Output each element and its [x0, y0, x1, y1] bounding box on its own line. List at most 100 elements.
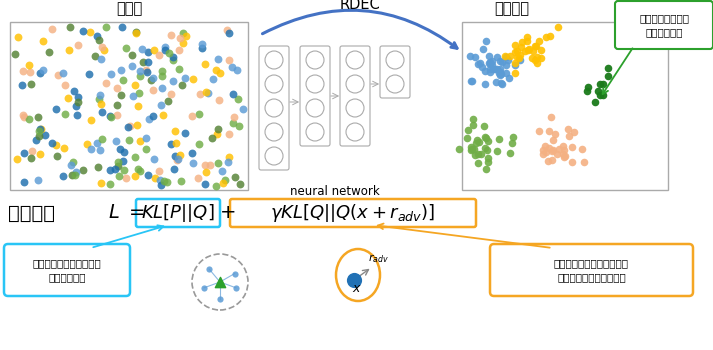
Point	[66, 163, 77, 168]
Point	[130, 30, 142, 36]
Point	[32, 177, 43, 182]
Point	[509, 70, 520, 76]
Point	[160, 44, 171, 50]
Point	[140, 135, 152, 141]
Point	[200, 89, 212, 95]
Point	[568, 129, 580, 135]
Point	[510, 60, 521, 65]
Point	[140, 146, 151, 152]
Point	[531, 60, 543, 65]
Circle shape	[265, 99, 283, 117]
Point	[148, 156, 159, 161]
Point	[60, 111, 71, 117]
Text: $+$: $+$	[219, 203, 235, 223]
Point	[132, 103, 143, 109]
Point	[132, 166, 143, 172]
Circle shape	[265, 75, 283, 93]
Circle shape	[386, 51, 404, 69]
Point	[112, 163, 123, 169]
Point	[222, 159, 234, 164]
Point	[111, 102, 123, 108]
Point	[494, 69, 506, 75]
Point	[576, 146, 588, 152]
Point	[496, 71, 507, 76]
Point	[168, 78, 179, 84]
Point	[159, 47, 170, 52]
Point	[501, 55, 512, 60]
Point	[223, 57, 235, 63]
Point	[217, 168, 228, 174]
Point	[535, 47, 547, 52]
Point	[550, 131, 561, 137]
Point	[491, 66, 503, 72]
Point	[155, 103, 167, 108]
Point	[540, 149, 551, 154]
Text: $\gamma KL[Q||Q(x + r_{adv})]$: $\gamma KL[Q||Q(x + r_{adv})]$	[270, 202, 436, 224]
Point	[558, 143, 569, 148]
Point	[89, 53, 101, 59]
Point	[83, 71, 95, 77]
Point	[558, 154, 569, 160]
Point	[39, 132, 51, 138]
Point	[38, 67, 49, 72]
Point	[130, 29, 142, 35]
Circle shape	[306, 123, 324, 141]
Point	[543, 128, 555, 133]
Point	[593, 89, 604, 94]
Point	[537, 151, 548, 157]
Point	[558, 147, 569, 153]
Point	[224, 154, 235, 160]
Point	[106, 114, 117, 120]
Point	[552, 151, 563, 156]
FancyBboxPatch shape	[230, 199, 476, 227]
Point	[112, 159, 123, 164]
Point	[234, 123, 245, 128]
Point	[105, 113, 116, 119]
Point	[66, 172, 78, 178]
Point	[143, 173, 154, 178]
Point	[468, 146, 480, 152]
Point	[217, 180, 229, 186]
Point	[508, 134, 519, 140]
Point	[123, 138, 135, 143]
Point	[134, 69, 145, 74]
Point	[105, 181, 116, 187]
Circle shape	[306, 99, 324, 117]
Point	[163, 50, 175, 55]
Circle shape	[265, 147, 283, 165]
Point	[481, 135, 492, 140]
Point	[482, 138, 493, 144]
Point	[235, 181, 246, 187]
Point	[64, 24, 76, 30]
Point	[168, 166, 180, 172]
Point	[203, 266, 215, 272]
Point	[120, 45, 131, 51]
Point	[501, 71, 512, 76]
Point	[471, 137, 483, 143]
Point	[58, 173, 69, 178]
Point	[26, 148, 38, 154]
Point	[223, 30, 235, 35]
Point	[553, 146, 564, 152]
Point	[68, 88, 80, 94]
Point	[472, 152, 483, 157]
Point	[199, 61, 210, 67]
Point	[19, 150, 30, 156]
Point	[511, 54, 523, 60]
Point	[96, 44, 107, 49]
Text: クラスタ中心にデータを
凝縮する効果: クラスタ中心にデータを 凝縮する効果	[33, 258, 101, 282]
Point	[514, 57, 525, 63]
Point	[165, 32, 176, 37]
Point	[11, 156, 23, 162]
Point	[530, 44, 541, 49]
FancyBboxPatch shape	[259, 46, 289, 170]
Point	[602, 65, 614, 71]
Point	[215, 70, 226, 76]
Point	[106, 71, 117, 77]
Point	[175, 35, 186, 41]
Point	[510, 42, 521, 48]
Point	[540, 144, 551, 149]
Point	[31, 137, 42, 142]
Point	[543, 158, 554, 164]
Point	[17, 112, 29, 118]
